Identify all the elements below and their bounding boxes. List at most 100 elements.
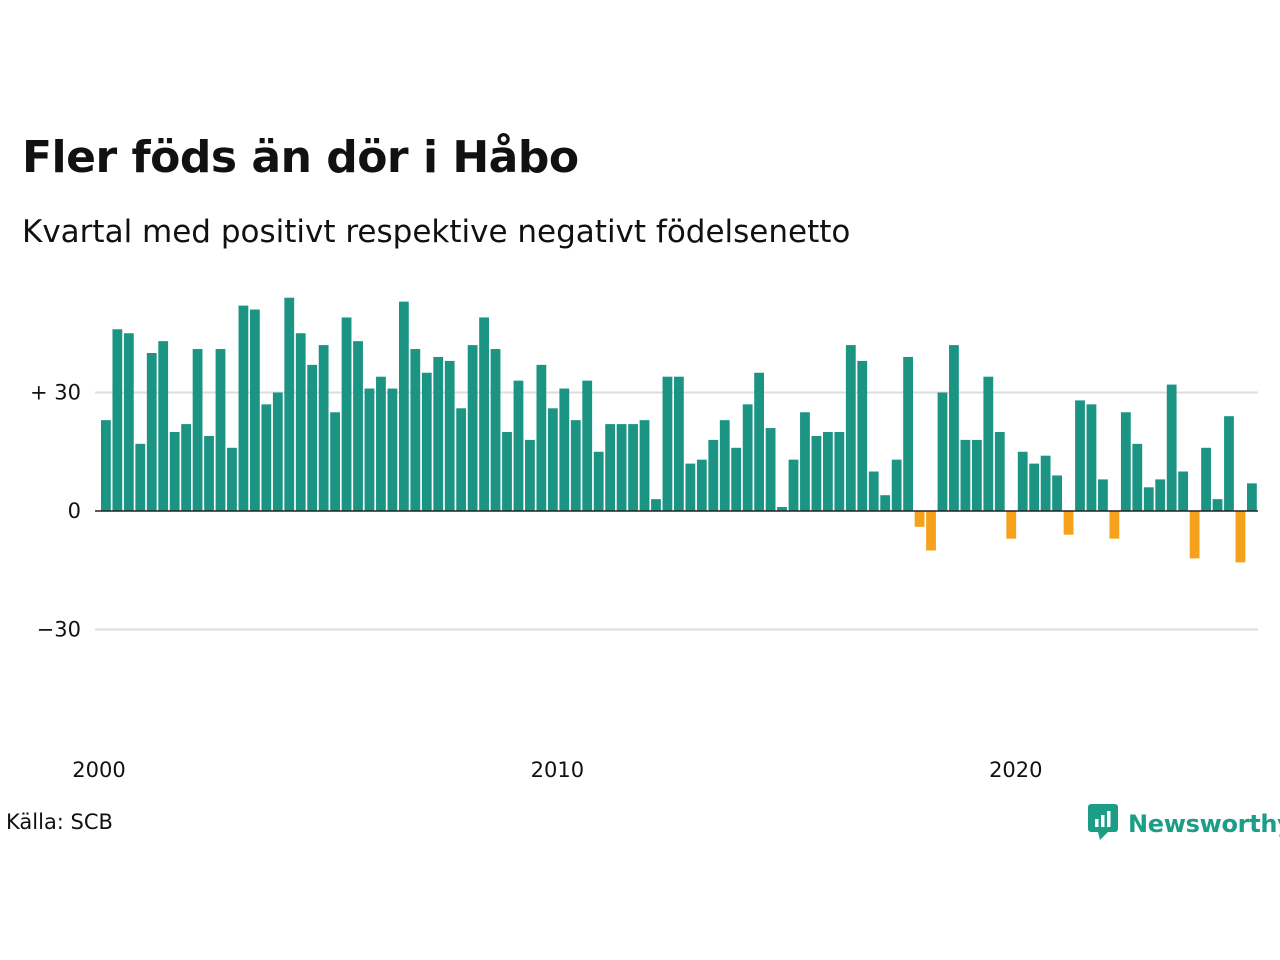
bar xyxy=(146,353,157,511)
bar xyxy=(800,412,810,511)
logo-text: Newsworthy xyxy=(1128,810,1280,838)
bar xyxy=(788,459,799,511)
bar xyxy=(364,388,375,511)
bar xyxy=(719,420,730,511)
x-tick-label: 2020 xyxy=(989,758,1042,782)
bar xyxy=(570,420,581,511)
bar xyxy=(479,317,489,511)
bar xyxy=(547,408,558,511)
bar xyxy=(513,380,524,511)
bar xyxy=(845,345,856,511)
bar xyxy=(891,459,902,511)
bar xyxy=(937,392,948,511)
bar xyxy=(903,356,913,511)
bar xyxy=(960,439,971,511)
x-tick-label: 2000 xyxy=(72,758,125,782)
bar xyxy=(249,309,260,511)
bar xyxy=(994,432,1005,511)
bar xyxy=(169,432,180,511)
x-tick-label: 2010 xyxy=(531,758,584,782)
bar xyxy=(949,345,959,511)
bar xyxy=(433,356,444,511)
bar xyxy=(525,439,535,511)
bar xyxy=(1052,475,1062,511)
bar xyxy=(398,301,409,511)
bar xyxy=(1166,384,1177,511)
bar xyxy=(559,388,570,511)
bar xyxy=(181,424,192,511)
bar xyxy=(467,345,478,511)
bar xyxy=(582,380,593,511)
bar xyxy=(651,499,661,511)
bar xyxy=(135,443,146,511)
bar xyxy=(857,360,868,511)
bar xyxy=(192,349,203,511)
bar xyxy=(1086,404,1097,511)
bar xyxy=(376,376,386,511)
bar xyxy=(868,471,879,511)
newsworthy-logo-icon xyxy=(1088,804,1118,844)
bar xyxy=(1063,511,1074,535)
y-tick-label: 0 xyxy=(68,499,81,523)
newsworthy-logo: Newsworthy xyxy=(1088,804,1280,844)
bar xyxy=(742,404,753,511)
bar xyxy=(593,451,604,511)
bar xyxy=(674,376,684,511)
bar xyxy=(410,349,421,511)
bar xyxy=(158,341,169,511)
bar xyxy=(662,376,673,511)
bar xyxy=(754,372,765,511)
bar xyxy=(123,333,134,511)
bar xyxy=(1040,455,1051,511)
bar xyxy=(811,435,822,511)
bar xyxy=(685,463,696,511)
bar xyxy=(101,420,111,511)
bar xyxy=(353,341,363,511)
bar xyxy=(696,459,707,511)
bar xyxy=(1029,463,1040,511)
y-tick-label: −30 xyxy=(37,618,81,642)
bar xyxy=(341,317,352,511)
bar xyxy=(731,447,742,511)
bar xyxy=(708,439,719,511)
source-label: Källa: SCB xyxy=(6,810,113,834)
bar xyxy=(834,432,845,511)
bar xyxy=(1189,511,1200,559)
bar xyxy=(765,428,776,511)
bar xyxy=(387,388,398,511)
bar xyxy=(1201,447,1211,511)
bar xyxy=(318,345,329,511)
bar xyxy=(880,495,891,511)
bar xyxy=(307,364,318,511)
bar xyxy=(1247,483,1257,511)
bar xyxy=(639,420,650,511)
bar xyxy=(1109,511,1120,539)
chart-subtitle: Kvartal med positivt respektive negativt… xyxy=(22,214,851,250)
bar xyxy=(1098,479,1108,511)
bar xyxy=(777,507,787,511)
bar xyxy=(1212,499,1223,511)
bar-chart: + 30 0 −30 2000 2010 2020 xyxy=(30,297,1258,782)
bar xyxy=(914,511,925,527)
bar xyxy=(112,329,123,511)
chart-title: Fler föds än dör i Håbo xyxy=(22,132,579,183)
bar xyxy=(295,333,306,511)
bar xyxy=(330,412,340,511)
bar xyxy=(444,360,455,511)
bar xyxy=(1120,412,1131,511)
bar xyxy=(421,372,432,511)
bar xyxy=(616,424,627,511)
bar xyxy=(971,439,982,511)
bar xyxy=(456,408,467,511)
bar xyxy=(1235,511,1246,563)
bar xyxy=(1143,487,1154,511)
bar xyxy=(1075,400,1085,511)
bar xyxy=(628,424,638,511)
bar xyxy=(272,392,283,511)
bar xyxy=(261,404,272,511)
y-tick-label: + 30 xyxy=(30,381,81,405)
bar xyxy=(1006,511,1017,539)
bar xyxy=(502,432,512,511)
bar xyxy=(1155,479,1166,511)
bar xyxy=(1224,416,1234,511)
